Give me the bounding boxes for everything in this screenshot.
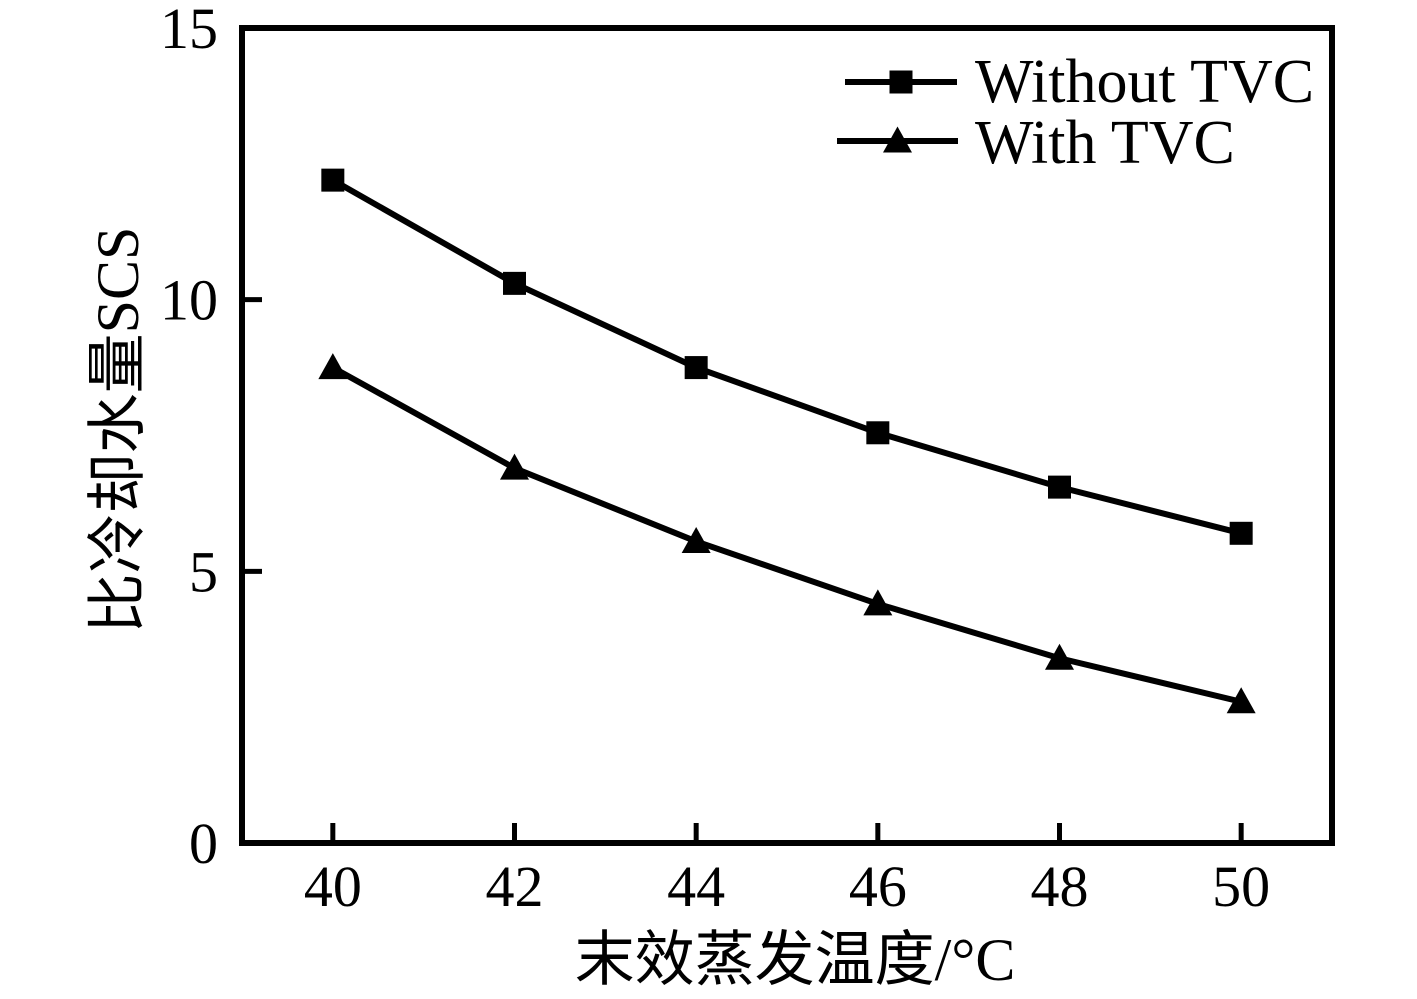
square-marker-icon [1229, 521, 1253, 545]
square-marker-icon [321, 168, 345, 192]
series-line-0 [331, 177, 1242, 537]
y-tick-label: 0 [189, 811, 218, 876]
y-tick-labels: 0 5 10 15 [160, 0, 218, 876]
legend-label-with-tvc: With TVC [975, 109, 1235, 177]
triangle-marker-icon [1226, 687, 1256, 714]
x-tick-label: 44 [667, 854, 725, 919]
legend-label-without-tvc: Without TVC [975, 48, 1314, 116]
legend-item-without-tvc: Without TVC [845, 48, 1314, 116]
y-tick-label: 10 [160, 268, 218, 333]
triangle-marker-icon [681, 526, 711, 553]
x-tick-label: 50 [1212, 854, 1270, 919]
triangle-marker-icon [1045, 643, 1074, 670]
x-tick-label: 46 [849, 854, 907, 919]
y-tick-label: 15 [160, 0, 218, 61]
y-axis-label: 比冷却水量SCS [85, 227, 151, 634]
x-axis-label: 末效蒸发温度/°C [575, 927, 1016, 993]
square-marker-icon [503, 271, 526, 295]
series-0 [321, 168, 1253, 545]
square-marker-icon [1048, 475, 1071, 499]
x-tick-labels: 40 42 44 46 48 50 [304, 854, 1270, 919]
series-line-1 [331, 364, 1242, 705]
legend: Without TVC With TVC [837, 48, 1314, 177]
square-marker-icon [889, 70, 913, 94]
legend-item-with-tvc: With TVC [837, 109, 1235, 177]
series-group [318, 168, 1256, 714]
triangle-marker-icon [500, 453, 529, 480]
x-tick-label: 48 [1031, 854, 1089, 919]
square-marker-icon [866, 421, 890, 445]
triangle-marker-icon [883, 126, 912, 153]
y-ticks [242, 297, 262, 574]
triangle-marker-icon [318, 353, 348, 380]
x-tick-label: 42 [486, 854, 544, 919]
triangle-marker-icon [863, 589, 893, 616]
plot-frame [239, 25, 1335, 846]
series-1 [318, 353, 1256, 714]
square-marker-icon [684, 356, 708, 380]
x-ticks [330, 823, 1244, 843]
x-tick-label: 40 [304, 854, 362, 919]
y-tick-label: 5 [189, 539, 218, 604]
